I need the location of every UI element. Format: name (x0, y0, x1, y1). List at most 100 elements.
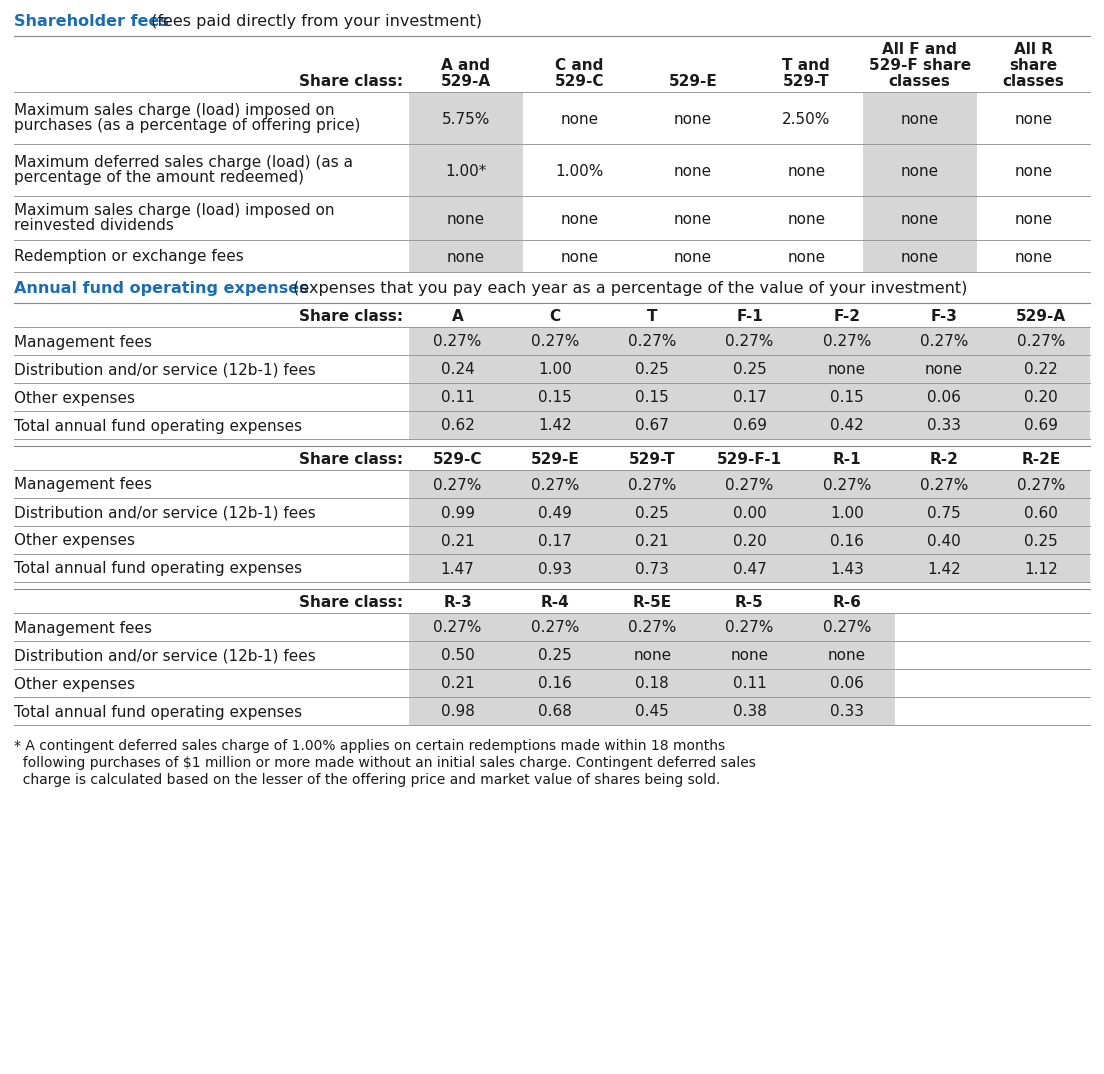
Bar (863, 92, 977, 144)
Bar (701, 526, 798, 554)
Bar (863, 240, 977, 272)
Bar (798, 669, 895, 697)
Text: 0.27%: 0.27% (822, 478, 871, 493)
Text: 0.27%: 0.27% (1017, 478, 1065, 493)
Text: 529-A: 529-A (1017, 309, 1066, 324)
Text: none: none (560, 249, 598, 264)
Text: none: none (901, 163, 938, 178)
Bar (604, 697, 701, 725)
Text: Total annual fund operating expenses: Total annual fund operating expenses (14, 705, 302, 720)
Bar (992, 383, 1090, 411)
Text: none: none (1015, 249, 1052, 264)
Text: 0.27%: 0.27% (628, 334, 677, 349)
Bar (408, 697, 507, 725)
Text: 0.27%: 0.27% (725, 334, 774, 349)
Text: Redemption or exchange fees: Redemption or exchange fees (14, 248, 244, 263)
Text: none: none (447, 212, 485, 227)
Bar (992, 411, 1090, 439)
Text: none: none (634, 649, 671, 664)
Bar (408, 240, 522, 272)
Text: none: none (828, 363, 866, 377)
Bar (604, 526, 701, 554)
Text: R-4: R-4 (541, 595, 570, 610)
Bar (507, 383, 604, 411)
Text: 1.00: 1.00 (830, 506, 863, 521)
Bar (604, 498, 701, 526)
Text: 529-E: 529-E (668, 74, 718, 89)
Text: 2.50%: 2.50% (782, 112, 830, 127)
Text: 0.15: 0.15 (538, 391, 572, 406)
Bar (992, 326, 1090, 355)
Text: 5.75%: 5.75% (442, 112, 490, 127)
Bar (408, 92, 522, 144)
Text: 0.50: 0.50 (440, 649, 475, 664)
Text: R-5: R-5 (735, 595, 764, 610)
Text: 0.73: 0.73 (635, 562, 669, 577)
Text: F-3: F-3 (931, 309, 957, 324)
Text: 0.67: 0.67 (635, 419, 669, 434)
Bar (507, 355, 604, 383)
Text: 0.93: 0.93 (538, 562, 572, 577)
Text: 0.18: 0.18 (635, 677, 669, 692)
Text: 0.21: 0.21 (440, 534, 475, 549)
Text: 529-T: 529-T (629, 452, 676, 467)
Bar (507, 411, 604, 439)
Text: 0.27%: 0.27% (725, 621, 774, 636)
Text: purchases (as a percentage of offering price): purchases (as a percentage of offering p… (14, 118, 360, 133)
Bar (408, 470, 507, 498)
Bar (408, 669, 507, 697)
Text: Maximum sales charge (load) imposed on: Maximum sales charge (load) imposed on (14, 103, 335, 118)
Bar (604, 470, 701, 498)
Text: Total annual fund operating expenses: Total annual fund operating expenses (14, 562, 302, 577)
Text: none: none (731, 649, 768, 664)
Text: 0.27%: 0.27% (531, 621, 580, 636)
Text: 0.11: 0.11 (733, 677, 766, 692)
Bar (507, 326, 604, 355)
Bar (507, 697, 604, 725)
Bar (507, 526, 604, 554)
Text: none: none (787, 249, 826, 264)
Text: Share class:: Share class: (299, 74, 403, 89)
Text: 1.00*: 1.00* (445, 163, 487, 178)
Bar (701, 383, 798, 411)
Text: 529-C: 529-C (433, 452, 482, 467)
Bar (895, 383, 992, 411)
Text: T and: T and (783, 58, 830, 73)
Bar (701, 554, 798, 582)
Text: none: none (901, 249, 938, 264)
Bar (507, 613, 604, 641)
Text: 0.69: 0.69 (1025, 419, 1059, 434)
Text: 529-E: 529-E (531, 452, 580, 467)
Bar (895, 554, 992, 582)
Text: classes: classes (1002, 74, 1064, 89)
Text: none: none (925, 363, 963, 377)
Text: Other expenses: Other expenses (14, 391, 135, 406)
Text: 0.06: 0.06 (927, 391, 960, 406)
Text: 1.12: 1.12 (1025, 562, 1059, 577)
Bar (992, 355, 1090, 383)
Text: (expenses that you pay each year as a percentage of the value of your investment: (expenses that you pay each year as a pe… (288, 281, 967, 296)
Text: none: none (560, 212, 598, 227)
Text: 0.11: 0.11 (440, 391, 475, 406)
Bar (992, 470, 1090, 498)
Text: 1.42: 1.42 (538, 419, 572, 434)
Text: 0.27%: 0.27% (1017, 334, 1065, 349)
Bar (798, 554, 895, 582)
Bar (507, 554, 604, 582)
Text: 1.00: 1.00 (538, 363, 572, 377)
Text: 0.20: 0.20 (733, 534, 766, 549)
Bar (507, 470, 604, 498)
Text: 0.33: 0.33 (830, 705, 863, 720)
Text: Other expenses: Other expenses (14, 677, 135, 692)
Text: 0.27%: 0.27% (628, 621, 677, 636)
Text: 0.47: 0.47 (733, 562, 766, 577)
Text: share: share (1009, 58, 1058, 73)
Text: 529-F-1: 529-F-1 (716, 452, 782, 467)
Text: 0.27%: 0.27% (434, 334, 481, 349)
Bar (507, 669, 604, 697)
Text: classes: classes (889, 74, 951, 89)
Text: none: none (1015, 212, 1052, 227)
Bar (701, 470, 798, 498)
Bar (604, 641, 701, 669)
Bar (604, 383, 701, 411)
